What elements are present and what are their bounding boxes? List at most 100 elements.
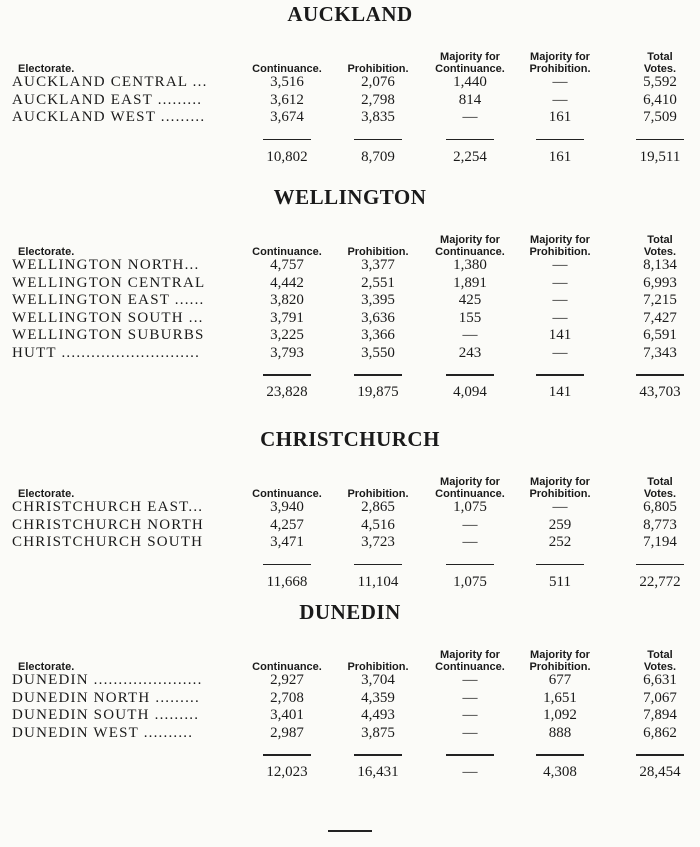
total-rule (446, 754, 494, 756)
cell-value: 6,805 (643, 499, 677, 515)
cell-value: 3,550 (361, 344, 395, 361)
cell-value: 7,427 (643, 309, 677, 326)
total-value: 16,431 (357, 764, 399, 780)
electorate-name: WELLINGTON SUBURBS (12, 327, 205, 343)
column-header: Majority for Continuance. (435, 234, 505, 258)
column-header: Majority for Continuance. (435, 649, 505, 673)
column-header: Continuance. (252, 63, 322, 75)
cell-value: 3,395 (361, 292, 395, 308)
electorate-name: AUCKLAND EAST ......... (12, 91, 203, 108)
column-header: Total Votes. (643, 649, 677, 673)
cell-value: 1,092 (543, 707, 577, 723)
cell-value: 3,875 (361, 724, 395, 741)
column-header: Prohibition. (347, 63, 409, 75)
total-rule (536, 374, 584, 376)
total-rule (263, 563, 311, 565)
cell-value: — (462, 689, 478, 706)
cell-value: — (552, 344, 568, 361)
cell-value: 3,674 (270, 109, 304, 125)
cell-value: 155 (458, 309, 482, 326)
section-title: WELLINGTON (273, 185, 427, 209)
cell-value: 8,134 (643, 257, 677, 273)
cell-value: 2,987 (270, 724, 304, 741)
cell-value: 1,891 (453, 274, 487, 291)
electorate-name: WELLINGTON EAST ...... (12, 292, 205, 308)
cell-value: 7,194 (643, 534, 677, 550)
total-value: 12,023 (266, 764, 308, 780)
total-rule (636, 563, 684, 565)
cell-value: 6,862 (643, 724, 677, 741)
total-value: 1,075 (453, 573, 487, 590)
cell-value: 3,401 (270, 707, 304, 723)
cell-value: 6,993 (643, 274, 677, 291)
cell-value: 2,798 (361, 91, 395, 108)
cell-value: 2,927 (270, 672, 304, 688)
cell-value: 6,591 (643, 327, 677, 343)
cell-value: — (462, 707, 478, 723)
section-title: DUNEDIN (299, 600, 401, 624)
cell-value: 1,075 (453, 499, 487, 515)
total-value: 23,828 (266, 384, 308, 400)
column-header: Continuance. (252, 246, 322, 258)
cell-value: 7,343 (643, 344, 677, 361)
cell-value: 3,471 (270, 534, 304, 550)
cell-value: 259 (548, 516, 572, 533)
cell-value: 3,612 (270, 91, 304, 108)
cell-value: — (552, 292, 568, 308)
total-value: 2,254 (453, 148, 487, 165)
cell-value: 6,410 (643, 91, 677, 108)
column-header: Prohibition. (347, 488, 409, 500)
total-value: 19,875 (357, 384, 399, 400)
cell-value: 2,551 (361, 274, 395, 291)
total-rule (263, 374, 311, 376)
cell-value: 7,894 (643, 707, 677, 723)
section-title: AUCKLAND (287, 2, 413, 26)
total-rule (354, 563, 402, 565)
column-header: Majority for Prohibition. (529, 234, 591, 258)
total-rule (636, 138, 684, 140)
total-value: 11,104 (357, 573, 399, 590)
total-value: 28,454 (639, 764, 681, 780)
cell-value: 2,708 (270, 689, 304, 706)
total-rule (536, 563, 584, 565)
cell-value: 3,516 (270, 74, 304, 90)
cell-value: 2,865 (361, 499, 395, 515)
total-value: 161 (548, 148, 572, 165)
total-value: 11,668 (266, 573, 308, 590)
cell-value: 4,359 (361, 689, 395, 706)
electorate-name: WELLINGTON NORTH... (12, 257, 200, 273)
total-value: 141 (548, 384, 572, 400)
column-header: Electorate. (18, 488, 75, 500)
column-header: Electorate. (18, 246, 75, 258)
column-header: Majority for Prohibition. (529, 476, 591, 500)
section-title: CHRISTCHURCH (260, 427, 440, 451)
total-rule (636, 754, 684, 756)
cell-value: 3,377 (361, 257, 395, 273)
cell-value: 888 (548, 724, 572, 741)
cell-value: 8,773 (643, 516, 677, 533)
cell-value: — (462, 724, 478, 741)
cell-value: 814 (458, 91, 482, 108)
electorate-name: DUNEDIN WEST .......... (12, 724, 194, 741)
total-value: 511 (549, 573, 571, 590)
cell-value: 3,791 (270, 309, 304, 326)
cell-value: — (552, 91, 568, 108)
cell-value: 7,067 (643, 689, 677, 706)
end-rule (328, 830, 372, 832)
cell-value: 3,940 (270, 499, 304, 515)
cell-value: 4,493 (361, 707, 395, 723)
column-header: Electorate. (18, 661, 75, 673)
total-value: 22,772 (639, 573, 681, 590)
column-header: Majority for Prohibition. (529, 649, 591, 673)
electorate-name: WELLINGTON CENTRAL (12, 274, 206, 291)
electorate-name: AUCKLAND CENTRAL ... (12, 74, 208, 90)
cell-value: 141 (548, 327, 572, 343)
cell-value: 4,516 (361, 516, 395, 533)
cell-value: 3,723 (361, 534, 395, 550)
electorate-name: CHRISTCHURCH NORTH (12, 516, 204, 533)
electorate-name: DUNEDIN SOUTH ......... (12, 707, 200, 723)
total-rule (446, 138, 494, 140)
cell-value: 7,509 (643, 109, 677, 125)
cell-value: — (552, 499, 568, 515)
